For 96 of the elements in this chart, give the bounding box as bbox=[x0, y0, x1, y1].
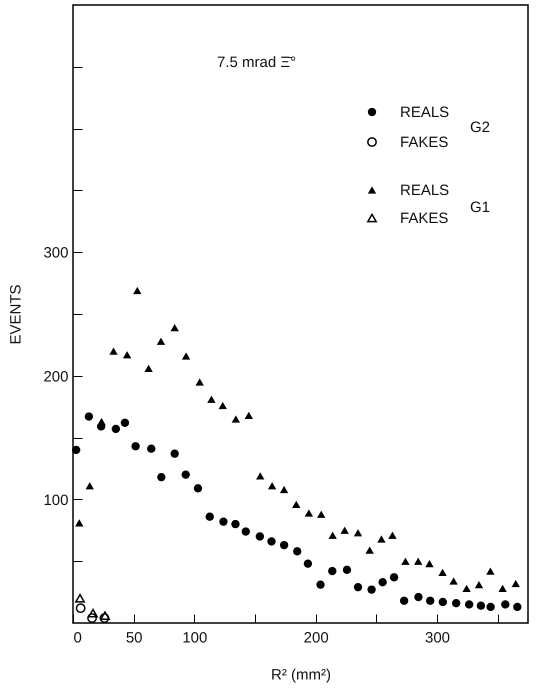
point bbox=[425, 560, 434, 568]
y-tick-label: 300 bbox=[43, 244, 68, 262]
point bbox=[75, 519, 84, 527]
point bbox=[486, 567, 495, 575]
point bbox=[400, 596, 408, 605]
point bbox=[182, 470, 190, 479]
point bbox=[328, 566, 336, 576]
point bbox=[354, 582, 362, 592]
legend-label: FAKES bbox=[400, 134, 448, 151]
y-axis-title: EVENTS bbox=[8, 284, 24, 345]
x-tick-label: 300 bbox=[424, 630, 450, 646]
point bbox=[377, 535, 386, 543]
point bbox=[147, 444, 156, 453]
point bbox=[426, 596, 434, 605]
point bbox=[378, 578, 387, 586]
point bbox=[452, 599, 460, 608]
point bbox=[75, 594, 85, 603]
point bbox=[87, 613, 97, 623]
point bbox=[99, 613, 110, 623]
point bbox=[133, 286, 142, 294]
point bbox=[354, 529, 362, 536]
point bbox=[157, 472, 166, 482]
point bbox=[109, 347, 118, 355]
point bbox=[100, 611, 110, 620]
point bbox=[498, 584, 507, 592]
point bbox=[244, 412, 253, 419]
point bbox=[316, 580, 325, 589]
point bbox=[156, 338, 166, 345]
x-tick-label: 100 bbox=[182, 630, 208, 646]
point bbox=[231, 520, 240, 528]
point bbox=[317, 510, 326, 518]
point bbox=[280, 486, 288, 494]
point bbox=[84, 412, 94, 421]
point bbox=[414, 558, 422, 565]
point bbox=[207, 396, 216, 403]
point bbox=[120, 418, 130, 427]
point bbox=[486, 602, 495, 612]
point bbox=[328, 532, 337, 539]
point bbox=[512, 580, 520, 588]
point bbox=[170, 449, 179, 458]
point bbox=[256, 472, 264, 480]
point bbox=[76, 603, 86, 614]
point bbox=[144, 364, 153, 372]
point bbox=[340, 526, 349, 534]
point bbox=[390, 573, 398, 582]
point bbox=[280, 540, 288, 550]
point bbox=[414, 592, 423, 602]
point bbox=[88, 608, 98, 618]
point bbox=[86, 482, 94, 490]
point bbox=[304, 559, 312, 568]
legend-label: REALS bbox=[400, 104, 450, 121]
point bbox=[195, 378, 204, 386]
point bbox=[232, 415, 240, 423]
point bbox=[72, 446, 80, 454]
point bbox=[267, 537, 276, 546]
point bbox=[242, 527, 250, 536]
point bbox=[268, 482, 276, 490]
point bbox=[501, 600, 510, 609]
annotation: 7.5 mrad Ξ̄° bbox=[217, 54, 296, 71]
y-tick-label: 200 bbox=[43, 368, 68, 386]
point bbox=[292, 500, 300, 508]
x-axis-title: R² (mm²) bbox=[271, 666, 331, 684]
annotation: G1 bbox=[470, 199, 490, 216]
point bbox=[474, 581, 484, 588]
point bbox=[388, 532, 397, 539]
annotation: G2 bbox=[470, 119, 490, 136]
point bbox=[367, 585, 376, 594]
point bbox=[97, 418, 106, 426]
x-tick-label: 0 bbox=[74, 630, 82, 646]
point bbox=[206, 512, 214, 521]
point bbox=[342, 566, 352, 574]
point bbox=[304, 509, 314, 517]
x-tick-label: 200 bbox=[304, 630, 329, 646]
point bbox=[218, 402, 227, 410]
point bbox=[131, 442, 140, 450]
x-tick-label: 50 bbox=[126, 630, 143, 646]
point bbox=[194, 484, 202, 492]
point bbox=[513, 602, 522, 612]
point bbox=[256, 532, 264, 541]
point bbox=[293, 547, 302, 556]
point bbox=[122, 351, 132, 358]
point bbox=[464, 600, 474, 609]
point bbox=[462, 584, 471, 592]
point bbox=[449, 577, 458, 585]
point bbox=[182, 352, 190, 360]
point bbox=[112, 424, 120, 434]
point bbox=[438, 598, 448, 606]
legend-label: FAKES bbox=[400, 210, 448, 227]
point bbox=[438, 568, 447, 576]
legend-label: REALS bbox=[400, 182, 450, 199]
point bbox=[476, 602, 486, 610]
point bbox=[365, 546, 374, 554]
point bbox=[219, 517, 228, 526]
y-tick-label: 100 bbox=[43, 492, 68, 509]
point bbox=[170, 324, 179, 332]
point bbox=[401, 558, 410, 565]
